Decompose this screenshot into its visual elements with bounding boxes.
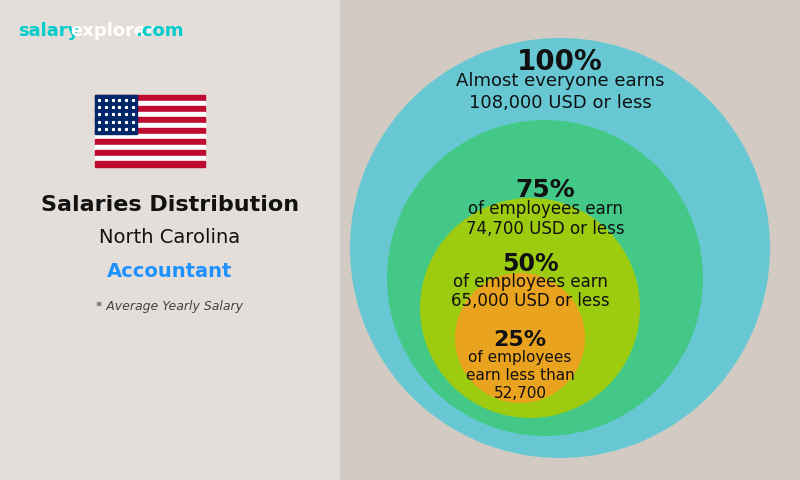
Bar [95,112,205,117]
Text: 74,700 USD or less: 74,700 USD or less [466,220,624,238]
Text: Almost everyone earns: Almost everyone earns [456,72,664,90]
Text: * Average Yearly Salary: * Average Yearly Salary [97,300,243,313]
Bar [95,106,205,112]
Circle shape [455,273,585,403]
Bar [95,134,205,139]
Bar [95,95,205,100]
Text: of employees earn: of employees earn [453,273,607,291]
Circle shape [420,198,640,418]
Text: 108,000 USD or less: 108,000 USD or less [469,94,651,112]
Bar [95,156,205,161]
Text: North Carolina: North Carolina [99,228,241,247]
Bar [340,0,800,480]
Text: Salaries Distribution: Salaries Distribution [41,195,299,215]
Text: 52,700: 52,700 [494,386,546,401]
Text: 75%: 75% [515,178,575,202]
Text: 65,000 USD or less: 65,000 USD or less [450,292,610,310]
Bar [95,139,205,145]
Bar [95,145,205,150]
Bar [95,161,205,167]
Circle shape [350,38,770,458]
Text: salary: salary [18,22,79,40]
Bar [0,0,340,480]
Bar [95,117,205,123]
Text: of employees: of employees [468,350,572,365]
Text: of employees earn: of employees earn [467,200,622,218]
Bar [95,123,205,128]
Bar [95,95,137,134]
Text: 25%: 25% [494,330,546,350]
Bar [95,100,205,106]
Text: earn less than: earn less than [466,368,574,383]
Text: 100%: 100% [517,48,603,76]
Circle shape [387,120,703,436]
Text: 50%: 50% [502,252,558,276]
Text: .com: .com [135,22,183,40]
Text: Accountant: Accountant [107,262,233,281]
Text: explorer: explorer [70,22,155,40]
Bar [95,128,205,134]
Bar [95,150,205,156]
